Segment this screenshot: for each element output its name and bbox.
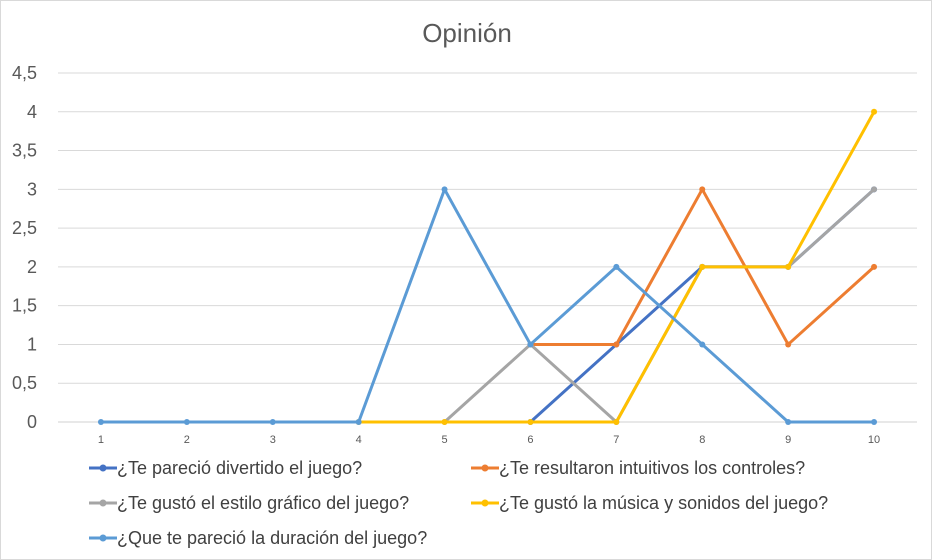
y-tick-label: 1	[27, 334, 37, 354]
legend: ¿Te pareció divertido el juego? ¿Te resul…	[89, 458, 828, 548]
series-line	[99, 187, 876, 424]
legend-label: ¿Que te pareció la duración del juego?	[117, 528, 427, 548]
x-tick-label: 1	[98, 434, 104, 446]
data-point	[441, 186, 448, 193]
y-tick-label: 2	[27, 257, 37, 277]
data-point	[785, 263, 792, 270]
data-point	[699, 341, 706, 348]
data-point	[97, 419, 104, 425]
legend-item: ¿Te pareció divertido el juego?	[89, 458, 362, 478]
series-5	[97, 186, 878, 425]
data-point	[613, 341, 620, 348]
x-tick-label: 6	[527, 434, 533, 446]
data-point	[871, 263, 878, 270]
legend-swatch-marker	[481, 499, 489, 507]
legend-item: ¿Te gustó la música y sonidos del juego?	[471, 493, 828, 513]
x-tick-label: 8	[699, 434, 705, 446]
y-tick-label: 2,5	[12, 218, 37, 238]
data-point	[441, 419, 448, 425]
data-point	[699, 263, 706, 270]
x-axis-ticks: 1 2 3 4 5 6 7 8 9 10	[98, 434, 880, 446]
x-tick-label: 2	[184, 434, 190, 446]
data-point	[613, 419, 620, 425]
legend-item: ¿Que te pareció la duración del juego?	[89, 528, 427, 548]
legend-label: ¿Te gustó la música y sonidos del juego?	[499, 493, 828, 513]
data-point	[699, 186, 706, 193]
series-lines	[97, 108, 878, 425]
x-tick-label: 4	[356, 434, 362, 446]
legend-swatch-marker	[99, 464, 107, 472]
y-tick-label: 0	[27, 412, 37, 432]
x-tick-label: 10	[868, 434, 880, 446]
legend-label: ¿Te resultaron intuitivos los controles?	[499, 458, 805, 478]
chart-title: Opinión	[422, 18, 512, 48]
legend-item: ¿Te resultaron intuitivos los controles?	[471, 458, 805, 478]
legend-swatch-marker	[481, 464, 489, 472]
data-point	[269, 419, 276, 425]
y-tick-label: 3	[27, 179, 37, 199]
x-tick-label: 7	[613, 434, 619, 446]
data-point	[871, 108, 878, 115]
data-point	[527, 341, 534, 348]
y-tick-label: 1,5	[12, 296, 37, 316]
legend-swatch-marker	[99, 534, 107, 542]
legend-item: ¿Te gustó el estilo gráfico del juego?	[89, 493, 409, 513]
data-point	[355, 419, 362, 425]
legend-label: ¿Te gustó el estilo gráfico del juego?	[117, 493, 409, 513]
y-tick-label: 4,5	[12, 63, 37, 83]
x-tick-label: 3	[270, 434, 276, 446]
y-tick-label: 3,5	[12, 141, 37, 161]
y-tick-label: 4	[27, 102, 37, 122]
y-tick-label: 0,5	[12, 373, 37, 393]
x-tick-label: 5	[441, 434, 447, 446]
y-axis-ticks: 0 0,5 1 1,5 2 2,5 3 3,5 4 4,5	[12, 63, 37, 432]
data-point	[785, 419, 792, 425]
data-point	[527, 419, 534, 425]
gridlines	[58, 72, 917, 423]
data-point	[871, 186, 878, 193]
data-point	[785, 341, 792, 348]
data-point	[871, 419, 878, 425]
x-tick-label: 9	[785, 434, 791, 446]
data-point	[613, 263, 620, 270]
legend-swatch-marker	[99, 499, 107, 507]
data-point	[183, 419, 190, 425]
legend-label: ¿Te pareció divertido el juego?	[117, 458, 362, 478]
